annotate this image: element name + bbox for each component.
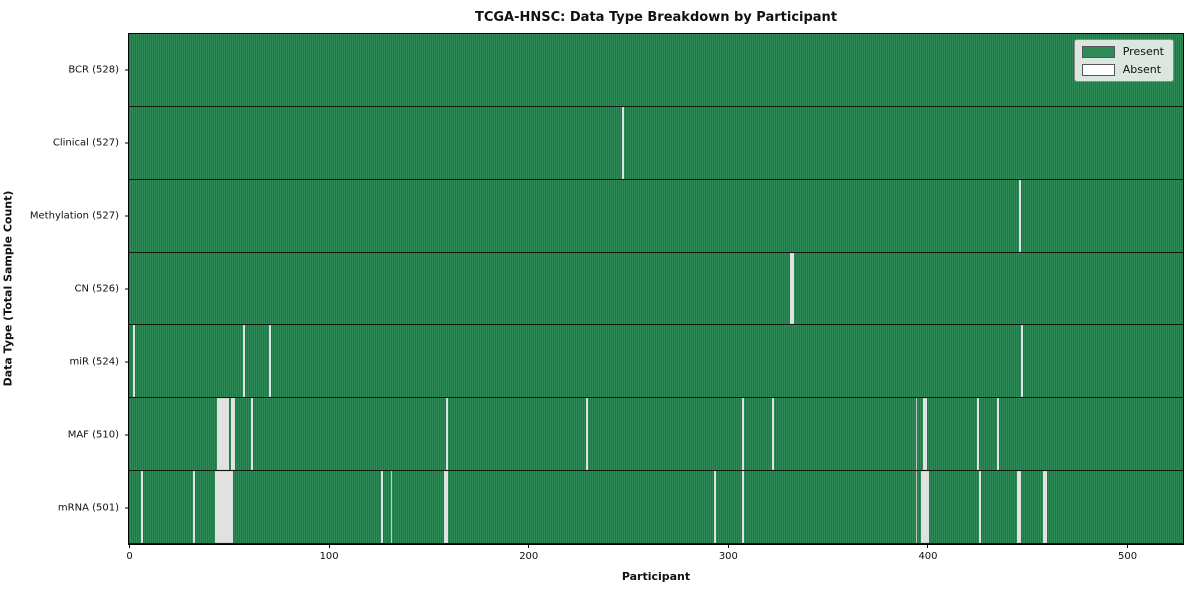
x-tick-label: 100 bbox=[319, 551, 339, 562]
heatmap-row-bcr bbox=[129, 34, 1183, 107]
absent-mark bbox=[232, 398, 235, 471]
y-tick-label: MAF (510) bbox=[67, 429, 119, 441]
x-tick-label: 200 bbox=[519, 551, 539, 562]
absent-mark bbox=[925, 398, 928, 471]
heatmap-row-clinical bbox=[129, 106, 1183, 180]
absent-mark bbox=[977, 398, 980, 471]
absent-mark bbox=[230, 471, 233, 544]
y-tick-mark bbox=[125, 288, 129, 290]
heatmap-row-methylation bbox=[129, 179, 1183, 253]
heatmap-row-mir bbox=[129, 325, 1183, 399]
absent-mark bbox=[921, 471, 924, 544]
absent-mark bbox=[380, 471, 383, 544]
legend: Present Absent bbox=[1073, 39, 1174, 82]
absent-mark bbox=[1021, 325, 1024, 398]
x-axis-label: Participant bbox=[621, 570, 691, 583]
absent-mark bbox=[390, 471, 393, 544]
absent-mark bbox=[224, 398, 227, 471]
x-tick-label: 0 bbox=[126, 551, 133, 562]
absent-mark bbox=[1019, 471, 1022, 544]
absent-mark bbox=[214, 471, 217, 544]
x-tick-mark: 300 bbox=[719, 544, 738, 562]
absent-mark bbox=[268, 325, 271, 398]
absent-mark bbox=[586, 398, 589, 471]
y-tick-label: Methylation (527) bbox=[29, 210, 119, 222]
absent-mark bbox=[741, 471, 744, 544]
absent-mark bbox=[789, 252, 792, 325]
legend-swatch-icon bbox=[1081, 63, 1115, 76]
legend-entry: Absent bbox=[1081, 63, 1164, 76]
absent-mark bbox=[925, 471, 928, 544]
absent-mark bbox=[791, 252, 794, 325]
plot-area: Present Absent BCR (528) Clinical (527) Met… bbox=[30, 33, 1184, 562]
absent-mark bbox=[228, 471, 231, 544]
absent-mark bbox=[222, 398, 225, 471]
x-tick-label: 400 bbox=[918, 551, 938, 562]
absent-mark bbox=[1045, 471, 1048, 544]
absent-mark bbox=[713, 471, 716, 544]
legend-swatch-icon bbox=[1081, 45, 1115, 58]
absent-mark bbox=[622, 106, 625, 179]
absent-mark bbox=[226, 398, 229, 471]
absent-mark bbox=[915, 471, 918, 544]
y-tick-label: miR (524) bbox=[69, 356, 119, 368]
chart-title: TCGA-HNSC: Data Type Breakdown by Partic… bbox=[474, 10, 838, 25]
x-tick-mark: 200 bbox=[519, 544, 538, 562]
y-tick-label: BCR (528) bbox=[68, 64, 119, 76]
absent-mark bbox=[771, 398, 774, 471]
x-tick-label: 500 bbox=[1118, 551, 1138, 562]
absent-mark bbox=[226, 471, 229, 544]
absent-mark bbox=[927, 471, 930, 544]
absent-mark bbox=[220, 471, 223, 544]
y-tick-label: Clinical (527) bbox=[52, 137, 119, 149]
heatmap-row-mrna bbox=[129, 471, 1183, 545]
y-tick-mark bbox=[125, 215, 129, 217]
absent-mark bbox=[446, 471, 449, 544]
absent-mark bbox=[979, 471, 982, 544]
absent-mark bbox=[220, 398, 223, 471]
absent-mark bbox=[923, 398, 926, 471]
heatmap-row-cn bbox=[129, 252, 1183, 326]
x-tick-mark: 0 bbox=[126, 544, 133, 562]
legend-label: Present bbox=[1122, 45, 1164, 58]
absent-mark bbox=[446, 398, 449, 471]
absent-mark bbox=[222, 471, 225, 544]
absent-mark bbox=[230, 398, 233, 471]
y-tick-mark bbox=[125, 434, 129, 436]
x-tick-mark: 100 bbox=[320, 544, 339, 562]
heatmap-row-maf bbox=[129, 398, 1183, 472]
absent-mark bbox=[1043, 471, 1046, 544]
absent-mark bbox=[216, 398, 219, 471]
x-tick-label: 300 bbox=[718, 551, 738, 562]
legend-entry: Present bbox=[1081, 45, 1164, 58]
absent-mark bbox=[192, 471, 195, 544]
y-tick-mark bbox=[125, 69, 129, 71]
absent-mark bbox=[224, 471, 227, 544]
y-tick-mark bbox=[125, 361, 129, 363]
absent-mark bbox=[242, 325, 245, 398]
y-tick-label: CN (526) bbox=[74, 283, 119, 295]
y-axis-label: Data Type (Total Sample Count) bbox=[1, 190, 15, 387]
absent-mark bbox=[140, 471, 143, 544]
y-tick-label: mRNA (501) bbox=[57, 502, 119, 514]
absent-mark bbox=[915, 398, 918, 471]
absent-mark bbox=[132, 325, 135, 398]
absent-mark bbox=[1017, 471, 1020, 544]
absent-mark bbox=[250, 398, 253, 471]
legend-label: Absent bbox=[1122, 63, 1162, 76]
absent-mark bbox=[218, 471, 221, 544]
absent-mark bbox=[444, 471, 447, 544]
absent-mark bbox=[997, 398, 1000, 471]
x-tick-mark: 500 bbox=[1118, 544, 1137, 562]
absent-mark bbox=[923, 471, 926, 544]
absent-mark bbox=[741, 398, 744, 471]
x-tick-mark: 400 bbox=[918, 544, 938, 562]
absent-mark bbox=[218, 398, 221, 471]
absent-mark bbox=[216, 471, 219, 544]
absent-mark bbox=[1019, 179, 1022, 252]
y-tick-mark bbox=[125, 507, 129, 509]
y-tick-mark bbox=[125, 142, 129, 144]
